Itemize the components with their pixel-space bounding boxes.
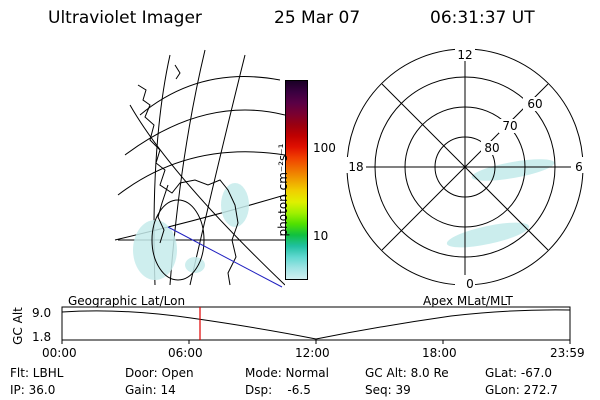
header-date: 25 Mar 07 [274,8,361,28]
mlt-label-18: 18 [348,160,363,174]
fov-ellipse [151,199,205,281]
header-time: 06:31:37 UT [430,8,535,28]
strip-right-title: Apex MLat/MLT [423,294,513,308]
gain-value: Gain: 14 [125,383,176,397]
mlt-label-0: 0 [466,277,474,290]
strip-xtick-0600: 06:00 [168,346,203,360]
strip-left-title: Geographic Lat/Lon [68,294,186,308]
strip-xtick-2359: 23:59 [550,346,585,360]
door-value: Door: Open [125,366,194,380]
altitude-strip [61,306,571,344]
mlt-label-12: 12 [457,48,472,62]
lat-label-80: 80 [484,141,499,155]
glon-value: GLon: 272.7 [485,383,558,397]
seq-value: Seq: 39 [365,383,411,397]
strip-ytick-bottom: 1.8 [32,330,52,344]
lat-label-60: 60 [527,97,542,111]
colorbar-tick-100: 100 [313,141,336,155]
strip-xtick-1800: 18:00 [422,346,457,360]
ip-value: IP: 36.0 [10,383,56,397]
strip-xtick-1200: 12:00 [295,346,330,360]
geographic-map [114,49,285,288]
altitude-curve [61,309,571,340]
polar-plot: 12 0 18 6 80 70 60 [346,47,586,290]
strip-ytick-top: 9.0 [32,306,52,320]
orbit-track [167,226,283,288]
strip-ylabel: GC Alt [11,307,25,345]
auroral-oval [446,159,555,248]
strip-xtick-0000: 00:00 [42,346,77,360]
instrument-title: Ultraviolet Imager [48,8,202,28]
lat-label-70: 70 [502,119,517,133]
mlt-label-6: 6 [575,160,583,174]
colorbar-unit-label: photon cm⁻²s⁻¹ [276,143,290,237]
dsp-value: Dsp: -6.5 [245,383,311,397]
gc-alt-value: GC Alt: 8.0 Re [365,366,449,380]
colorbar [285,80,308,280]
coastline [137,84,239,286]
glat-value: GLat: -67.0 [485,366,552,380]
mode-value: Mode: Normal [245,366,329,380]
filter-value: Flt: LBHL [10,366,64,380]
colorbar-tick-10: 10 [313,229,329,243]
